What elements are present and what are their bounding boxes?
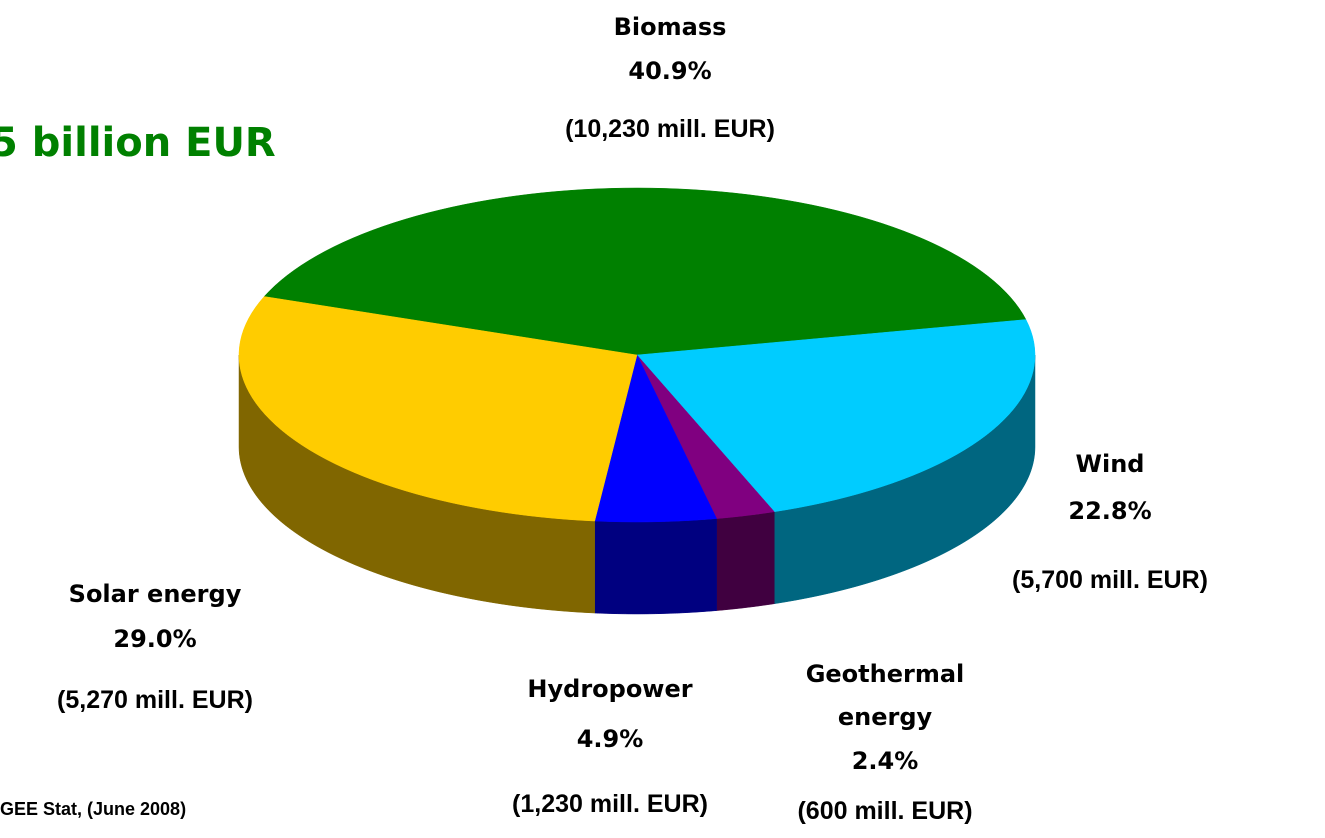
amount-label: (5,270 mill. EUR) bbox=[57, 686, 253, 714]
source-note: GEE Stat, (June 2008) bbox=[0, 799, 187, 819]
category-label: Biomass bbox=[613, 13, 727, 41]
category-label: Geothermal energy bbox=[805, 660, 965, 731]
slice bbox=[238, 296, 638, 522]
slice bbox=[594, 354, 718, 523]
amount-label: (10,230 mill. EUR) bbox=[565, 115, 775, 143]
value-label: 4.9% bbox=[576, 725, 644, 753]
value-label: 22.8% bbox=[1068, 497, 1152, 525]
slice bbox=[636, 319, 1036, 513]
slice bbox=[636, 354, 775, 519]
value-label: 40.9% bbox=[628, 57, 712, 85]
slice-side bbox=[594, 518, 717, 615]
category-label: Hydropower bbox=[527, 675, 693, 703]
value-label: 2.4% bbox=[851, 747, 919, 775]
amount-label: (5,700 mill. EUR) bbox=[1012, 566, 1208, 594]
amount-label: (1,230 mill. EUR) bbox=[512, 790, 708, 818]
chart-title: 5 billion EUR bbox=[0, 120, 276, 166]
slice bbox=[263, 187, 1027, 356]
slice-side bbox=[716, 511, 775, 611]
category-label: Wind bbox=[1075, 450, 1145, 478]
category-label: Solar energy bbox=[68, 580, 242, 608]
amount-label: (600 mill. EUR) bbox=[797, 797, 973, 825]
value-label: 29.0% bbox=[113, 625, 197, 653]
